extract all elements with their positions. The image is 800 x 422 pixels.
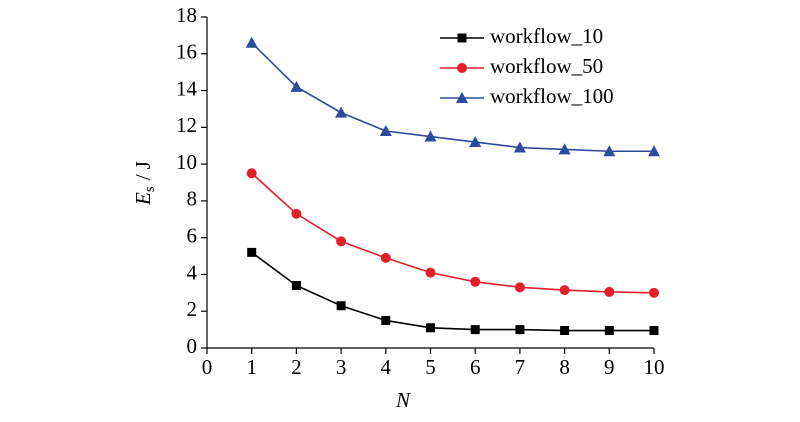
marker	[515, 325, 525, 335]
marker	[335, 106, 348, 118]
marker	[456, 92, 468, 103]
marker	[513, 141, 526, 153]
marker	[290, 80, 303, 92]
series-line	[251, 251, 654, 332]
series-line	[251, 172, 655, 294]
y-tick-label: 8	[187, 187, 198, 211]
marker	[457, 33, 467, 43]
marker	[247, 247, 257, 257]
marker	[648, 145, 660, 157]
y-tick-label: 16	[176, 40, 197, 64]
x-tick-label: 10	[644, 355, 665, 379]
marker	[470, 276, 481, 287]
marker	[425, 267, 436, 278]
y-label-unit: / J	[131, 161, 155, 180]
marker	[426, 323, 435, 333]
marker	[560, 326, 570, 336]
x-tick-label: 1	[246, 355, 257, 379]
y-tick-label: 6	[187, 223, 198, 247]
x-tick-label: 9	[604, 355, 615, 379]
y-tick-label: 10	[176, 150, 197, 174]
y-tick-label: 12	[176, 113, 197, 137]
marker	[424, 130, 437, 142]
y-axis-label: Es / J	[131, 161, 159, 206]
y-tick-label: 0	[187, 334, 198, 358]
x-tick-label: 7	[515, 355, 526, 379]
marker	[379, 125, 392, 137]
marker	[470, 325, 480, 335]
marker	[245, 36, 258, 48]
x-tick-label: 2	[291, 355, 302, 379]
marker	[457, 63, 467, 73]
legend-label: workflow_100	[490, 84, 614, 108]
x-tick-label: 0	[202, 355, 213, 379]
marker	[291, 280, 301, 290]
x-axis-label: N	[395, 388, 411, 412]
marker	[336, 301, 346, 311]
marker	[649, 287, 659, 298]
legend-label: workflow_10	[490, 24, 603, 48]
marker	[381, 315, 391, 325]
y-label-sub: s	[142, 186, 158, 192]
x-tick-label: 8	[559, 355, 570, 379]
marker	[336, 236, 347, 247]
x-tick-label: 3	[336, 355, 347, 379]
marker	[559, 285, 570, 296]
marker	[291, 208, 302, 219]
marker	[246, 168, 257, 179]
y-tick-label: 18	[176, 3, 197, 27]
series-line	[251, 42, 654, 153]
marker	[514, 282, 525, 293]
x-tick-label: 5	[425, 355, 436, 379]
marker	[604, 286, 615, 297]
y-tick-label: 2	[187, 297, 198, 321]
x-tick-label: 4	[381, 355, 392, 379]
y-tick-label: 14	[176, 76, 198, 100]
marker	[469, 136, 482, 148]
marker	[649, 326, 659, 336]
marker	[603, 145, 616, 157]
y-tick-label: 4	[187, 260, 198, 284]
marker	[604, 326, 614, 336]
x-tick-label: 6	[470, 355, 481, 379]
legend-label: workflow_50	[490, 54, 603, 78]
y-label-main: E	[131, 192, 155, 206]
marker	[558, 143, 571, 155]
marker	[380, 252, 391, 263]
